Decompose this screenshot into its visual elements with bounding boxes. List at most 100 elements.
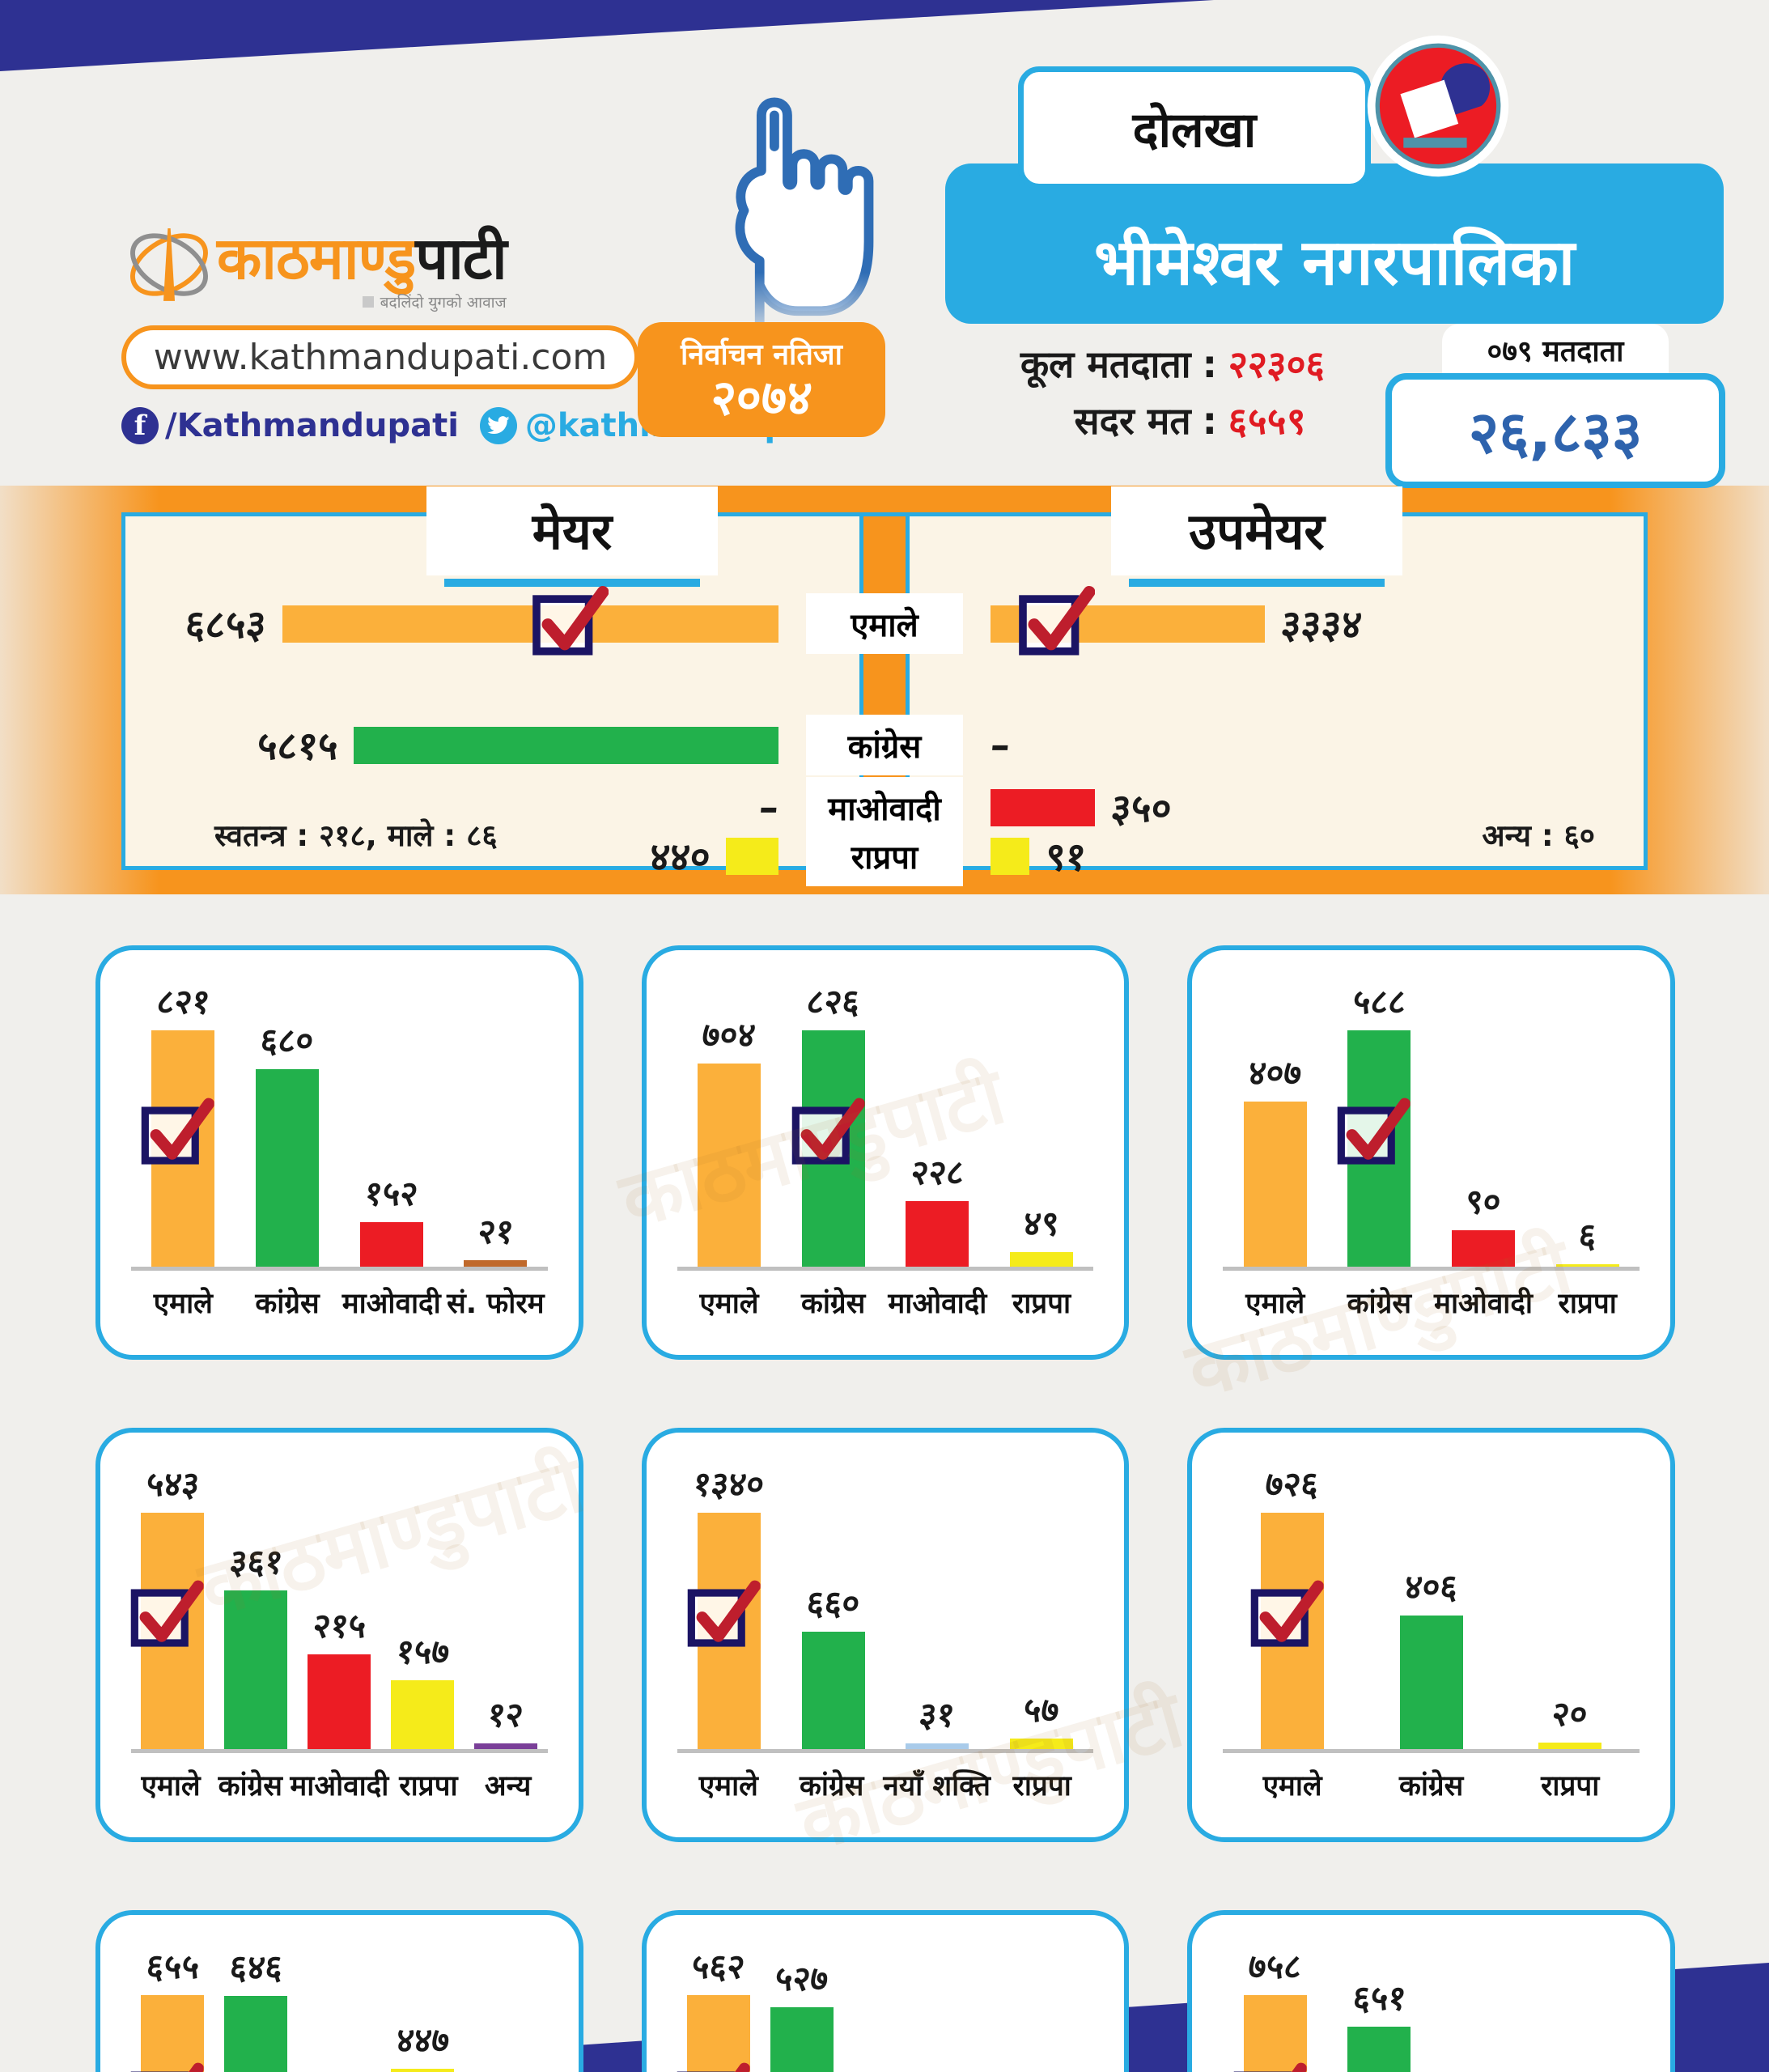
winner-checkbox-icon xyxy=(677,2062,750,2072)
bar-group: २ xyxy=(465,1942,548,2072)
bar-value: १२ xyxy=(486,1695,526,1734)
party-name-label: कांग्रेस xyxy=(1347,1288,1412,1320)
wards-grid: वडा नं. १ ८२१ ६८० १५२ २१ एमाले कांग्रेस माओवाद… xyxy=(55,945,1675,2072)
deputy-result-cell: – xyxy=(969,723,1644,768)
ward-card: वडा नं. ७६५५ ६४६१६४४७२एमालेकांग्रेसमाओवा… xyxy=(55,1910,583,2072)
bar-group: ५४३ xyxy=(131,1460,214,1749)
ward-bar xyxy=(1538,1743,1602,1749)
brand-block: काठमाण्डुपाटी बदलिंदो युगको आवाज www.kat… xyxy=(119,217,859,444)
ward-bar xyxy=(1347,2027,1411,2072)
bar-group: १३४० xyxy=(677,1460,782,1749)
bar-group: ८२१ xyxy=(131,978,235,1267)
party-name-label: एमाले xyxy=(141,1770,201,1802)
deputy-votes: ९१ xyxy=(1043,834,1088,880)
summary-row: ६८५३ एमाले ३३३४ xyxy=(125,585,1644,655)
facebook-icon[interactable]: f xyxy=(121,407,159,444)
mayor-bar xyxy=(726,837,778,875)
bar-value: ९० xyxy=(1463,1182,1504,1221)
total-voters-label: कूल मतदाता xyxy=(1020,342,1191,386)
party-name-label: कांग्रेस xyxy=(218,1770,282,1802)
bar-value: १३४० xyxy=(691,1464,767,1504)
ward-number-tab: वडा नं. २ xyxy=(600,1018,689,1287)
deputy-mayor-title: उपमेयर xyxy=(1111,486,1402,587)
bar-value: ६ xyxy=(1576,1216,1599,1255)
mayor-bar xyxy=(282,585,778,655)
municipality-name: भीमेश्वर नगरपालिका xyxy=(945,163,1724,324)
bar-value: ८२६ xyxy=(804,982,862,1021)
deputy-result-cell: ९१ xyxy=(969,830,1644,882)
total-voters-value: २२३०६ xyxy=(1227,342,1327,386)
facebook-handle[interactable]: /Kathmandupati xyxy=(165,407,459,444)
bar-group: ७२६ xyxy=(1223,1460,1362,1749)
party-name-label: सं. फोरम xyxy=(447,1288,545,1320)
party-label: एमाले xyxy=(806,593,963,654)
ward-number-tab: वडा नं. ६ xyxy=(1147,1501,1235,1769)
bar-value: १५२ xyxy=(363,1174,420,1213)
bar-group: ९० xyxy=(1432,978,1536,1267)
bar-value: ३१ xyxy=(917,1695,957,1734)
party-name-label: राप्रपा xyxy=(1558,1288,1617,1320)
bar-group: ७०४ xyxy=(677,978,782,1267)
website-link[interactable]: www.kathmandupati.com xyxy=(121,325,639,389)
ward-card: वडा नं. ८५६२ ५२७२५०३६७एमालेकांग्रेसमाओवा… xyxy=(600,1910,1130,2072)
ward-bar xyxy=(1555,1264,1619,1267)
bar-value: ६५१ xyxy=(1350,1978,1408,2018)
bar-value: ५८८ xyxy=(1350,982,1408,1021)
ward-bar-chart: ७०४ ८२६ २२८ ४९ xyxy=(677,978,1094,1271)
bar-group: ६६० xyxy=(781,1460,885,1749)
bar-group: ३६१ xyxy=(214,1460,298,1749)
winner-checkbox-icon xyxy=(687,1580,761,1647)
bar-group: ५७ xyxy=(990,1460,1094,1749)
ward-bar-chart: १३४० ६६० ३१ ५७ xyxy=(677,1460,1094,1753)
party-name-label: एमाले xyxy=(153,1288,213,1320)
party-labels-row: एमाले कांग्रेस माओवादी राप्रपा xyxy=(677,1284,1094,1322)
winner-checkbox-icon xyxy=(532,585,609,655)
kathmandupati-logo-icon xyxy=(119,217,219,312)
ward-bar xyxy=(1010,1252,1073,1267)
mayor-result-cell: ६८५३ xyxy=(125,585,800,655)
ward-number-label: वडा नं. ७ xyxy=(79,2066,119,2072)
party-labels-row: एमाले कांग्रेस माओवादी राप्रपा xyxy=(1223,1284,1640,1322)
ward-number-label: वडा नं. ५ xyxy=(630,1583,664,1687)
mayor-votes: ६८५३ xyxy=(183,602,269,648)
bar-group: ३६ xyxy=(927,1942,1010,2072)
election-result-badge: निर्वाचन नतिजा २०७४ xyxy=(638,322,885,437)
bar-group: ६८० xyxy=(235,978,340,1267)
ward-number-label: वडा नं. ८ xyxy=(625,2066,664,2072)
ward-bar xyxy=(256,1069,319,1267)
ward-bar-chart: ७५८ ६५१ ३१६७ xyxy=(1223,1942,1640,2072)
valid-votes-label: सदर मत xyxy=(1074,399,1191,443)
winner-checkbox-icon xyxy=(1338,1098,1411,1165)
bar-value: ५७ xyxy=(1021,1690,1062,1730)
twitter-icon[interactable] xyxy=(479,407,517,444)
ward-bar xyxy=(1010,1739,1073,1749)
bar-value: ४४७ xyxy=(393,2020,452,2060)
summary-row: ४४० राप्रपा ९१ xyxy=(125,826,1644,886)
deputy-bar xyxy=(991,585,1265,655)
mayor-title: मेयर xyxy=(426,486,718,587)
brand-title: काठमाण्डुपाटी xyxy=(217,224,507,292)
ward-number-label: वडा नं. १ xyxy=(83,1101,117,1204)
bar-value: ६६० xyxy=(804,1583,862,1623)
bar-group: ५६२ xyxy=(677,1942,761,2072)
ward-number-label: वडा नं. २ xyxy=(630,1101,664,1204)
ward-number-tab: वडा नं. ३ xyxy=(1147,1018,1235,1287)
bar-value: ८२१ xyxy=(154,982,212,1021)
party-name-label: राप्रपा xyxy=(1012,1288,1071,1320)
ward-bar xyxy=(359,1222,423,1267)
bar-value: ७२६ xyxy=(1263,1464,1321,1504)
ward-bar xyxy=(770,2007,834,2072)
bar-group: १५७ xyxy=(381,1460,465,1749)
bar-value: ७०४ xyxy=(700,1015,758,1055)
winner-checkbox-icon xyxy=(1233,2062,1307,2072)
top-navy-band xyxy=(0,0,1214,71)
ward-bar-chart: ८२१ ६८० १५२ २१ xyxy=(131,978,548,1271)
bar-value: ७५८ xyxy=(1246,1947,1304,1986)
mayor-votes: – xyxy=(757,784,781,830)
party-name-label: कांग्रेस xyxy=(1398,1770,1464,1802)
ward-bar xyxy=(906,1201,969,1267)
bar-group: २१ xyxy=(443,978,548,1267)
winner-checkbox-icon xyxy=(1250,1580,1324,1647)
voting-hand-icon xyxy=(735,97,874,350)
